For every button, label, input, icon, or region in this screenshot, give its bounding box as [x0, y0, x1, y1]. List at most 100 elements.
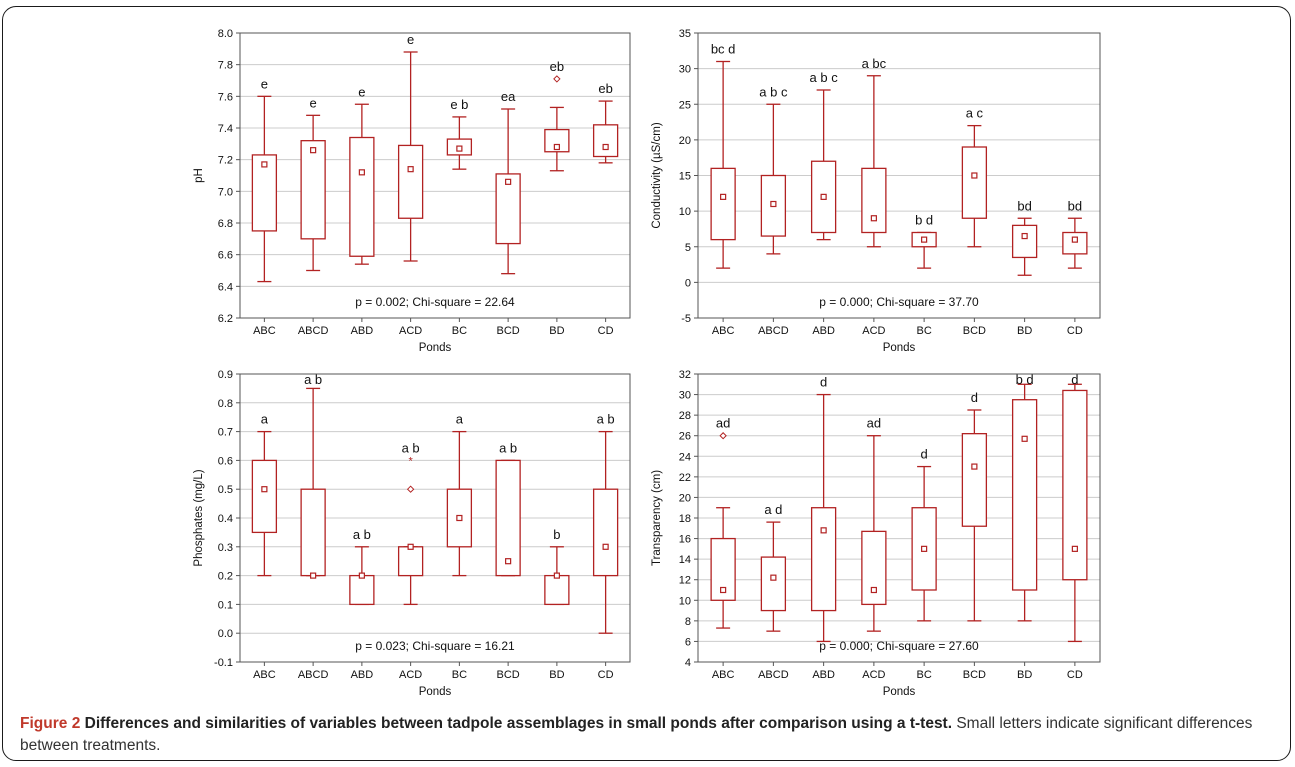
significance-letters: a d [764, 502, 782, 517]
x-tick-label: BC [452, 325, 467, 337]
median-marker [870, 586, 877, 594]
figure-panels: 6.2 6.4 6.6 6.8 7.0 7.2 7.4 7.6 7.8 8.0 pH ABC ABCD A… [193, 28, 1101, 698]
significance-letters: a b [499, 440, 517, 455]
box-BC: a [446, 412, 473, 577]
x-tick-label: ABCD [298, 669, 329, 681]
significance-letters: d [921, 447, 928, 462]
iqr-box [1062, 231, 1088, 255]
box-CD: d [1062, 372, 1088, 643]
iqr-box [300, 140, 326, 240]
y-tick-label: 4 [685, 657, 691, 669]
x-tick-label: CD [1067, 325, 1083, 337]
box-BC: b d [911, 213, 937, 269]
x-tick-label: ABC [253, 669, 276, 681]
y-tick-label: 0 [685, 277, 691, 289]
box-ABD: d [810, 375, 837, 643]
box-ABC: a [251, 412, 278, 577]
y-tick-label: 7.0 [218, 186, 233, 198]
figure-caption: Figure 2 Differences and similarities of… [20, 713, 1275, 757]
y-tick-label: -0.1 [214, 657, 233, 669]
significance-letters: a c [966, 106, 984, 121]
significance-letters: a bc [862, 56, 887, 71]
box-CD: a b [592, 412, 619, 634]
box-BCD: d [961, 390, 988, 622]
iqr-box [495, 459, 521, 577]
x-tick-label: ABD [351, 325, 374, 337]
x-tick-label: ACD [862, 325, 885, 337]
y-tick-label: 32 [679, 369, 691, 381]
y-tick-label: 5 [685, 242, 691, 254]
median-marker [1071, 545, 1078, 552]
median-marker [456, 145, 463, 152]
x-tick-label: ABD [812, 669, 835, 681]
significance-letters: e [261, 76, 268, 91]
iqr-box [300, 488, 326, 577]
median-marker [1021, 232, 1028, 240]
box-ACD: e [397, 32, 424, 262]
chart-panel-4: 4 6 8 10 12 14 16 18 20 22 24 26 28 30 32 Transparency … [651, 369, 1101, 698]
significance-letters: a b c [810, 70, 839, 85]
significance-letters: a b [353, 527, 371, 542]
y-tick-label: 7.6 [218, 91, 233, 103]
box-BCD: ea [495, 89, 521, 275]
significance-letters: a b [597, 412, 615, 427]
x-tick-label: BCD [497, 669, 520, 681]
significance-letters: a [456, 412, 464, 427]
y-tick-label: 7.4 [218, 123, 233, 135]
y-tick-label: 24 [679, 451, 691, 463]
y-tick-label: 0.4 [218, 513, 233, 525]
median-marker [720, 586, 727, 594]
iqr-box [349, 136, 375, 257]
significance-letters: eb [550, 59, 564, 74]
significance-letters: b d [1016, 372, 1034, 387]
significance-letters: a b [402, 440, 420, 455]
x-tick-label: CD [1067, 669, 1083, 681]
x-tick-label: ABCD [298, 325, 329, 337]
iqr-box [544, 574, 570, 606]
median-marker [505, 558, 512, 565]
y-tick-label: 0.7 [218, 427, 233, 439]
x-axis-label: Ponds [883, 342, 916, 354]
y-tick-label: 22 [679, 472, 691, 484]
box-ACD: a bc [861, 56, 887, 248]
iqr-box [810, 507, 837, 612]
box-BD: b d [1011, 372, 1038, 622]
iqr-box [961, 433, 988, 527]
iqr-box [397, 144, 424, 219]
significance-letters: d [971, 390, 978, 405]
y-tick-label: 18 [679, 513, 691, 525]
y-tick-label: 15 [679, 171, 691, 183]
y-tick-label: 0.8 [218, 398, 233, 410]
chart-panel-3: -0.1 0.0 0.1 0.2 0.3 0.4 0.5 0.6 0.7 0.8 0.9 Phosph… [193, 369, 631, 698]
iqr-box [861, 530, 887, 606]
median-marker [310, 147, 317, 154]
significance-letters: d [1071, 372, 1078, 387]
y-tick-label: 20 [679, 135, 691, 147]
x-tick-label: ABC [712, 669, 735, 681]
y-tick-label: 8.0 [218, 28, 233, 40]
x-tick-label: ACD [399, 325, 422, 337]
median-marker [820, 193, 827, 200]
x-tick-label: ABCD [758, 325, 789, 337]
y-tick-label: 16 [679, 534, 691, 546]
box-ABCD: a b [300, 372, 326, 579]
significance-letters: ea [501, 89, 516, 104]
box-ACD: *a b [397, 440, 424, 606]
iqr-box [592, 124, 619, 158]
x-tick-label: BC [916, 669, 931, 681]
box-ABCD: a d [760, 502, 787, 632]
box-BD: eb [544, 59, 570, 172]
x-axis-label: Ponds [883, 686, 916, 698]
median-marker [770, 200, 777, 208]
significance-letters: bd [1017, 198, 1031, 213]
iqr-box [760, 556, 787, 612]
iqr-box [251, 459, 278, 534]
y-axis-label: Conductivity (µS/cm) [651, 122, 663, 228]
significance-letters: a [261, 412, 269, 427]
y-tick-label: 0.6 [218, 455, 233, 467]
iqr-box [495, 173, 521, 245]
significance-letters: bc d [711, 42, 736, 57]
x-tick-label: ABC [712, 325, 735, 337]
y-axis-label: Transparency (cm) [651, 470, 663, 566]
caption-number: 2 [71, 715, 81, 732]
